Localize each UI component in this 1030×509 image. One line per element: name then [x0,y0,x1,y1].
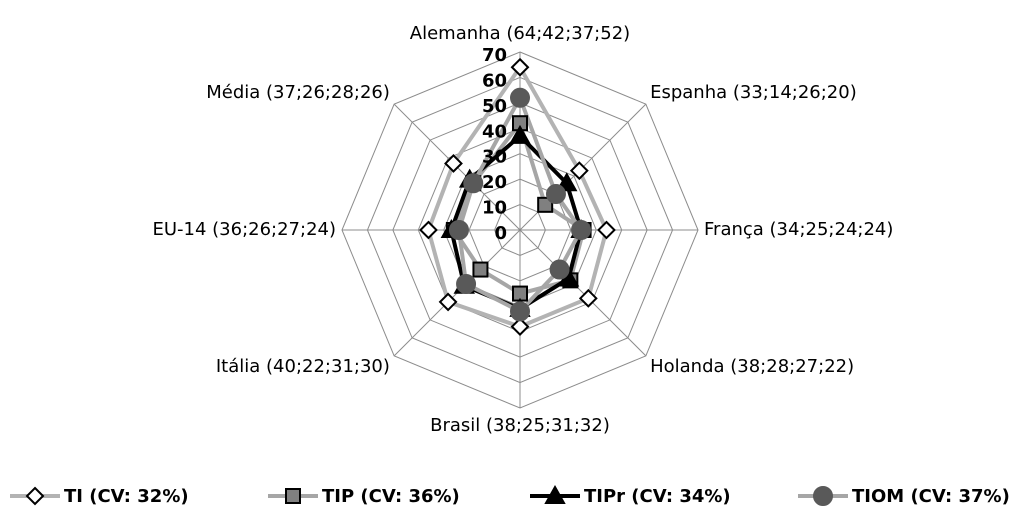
data-point [438,292,458,312]
r-tick-label: 40 [482,121,507,142]
data-point [569,161,589,181]
data-point [509,124,531,144]
category-label: França (34;25;24;24) [704,219,893,240]
data-point [419,220,438,240]
data-point [472,261,489,278]
data-point [510,57,530,77]
data-point [510,87,530,108]
category-label: Alemanha (64;42;37;52) [410,23,630,44]
data-point [549,259,570,280]
r-tick-label: 50 [482,96,507,117]
data-point [456,273,477,294]
r-tick-label: 10 [482,198,507,219]
data-point [510,317,530,337]
data-point [571,220,592,240]
data-point [537,196,554,213]
category-label: Holanda (38;28;27;22) [650,356,854,377]
data-point [597,220,616,240]
legend-label: TI (CV: 32%) [64,486,189,507]
category-label: Itália (40;22;31;30) [216,356,390,377]
legend-label: TIOM (CV: 37%) [852,486,1010,507]
r-tick-label: 0 [494,223,507,244]
legend-marker [25,486,45,506]
data-point [556,172,578,192]
legend-label: TIP (CV: 36%) [322,486,460,507]
r-tick-label: 20 [482,172,507,193]
data-point [578,288,598,308]
r-tick-label: 30 [482,147,507,168]
data-point [444,154,463,173]
data-point [545,184,566,205]
legend-marker [285,488,301,504]
axis-spoke [519,229,647,357]
category-label: Brasil (38;25;31;32) [430,415,610,436]
data-point [510,301,530,322]
category-label: EU-14 (36;26;27;24) [152,219,336,240]
category-label: Média (37;26;28;26) [206,82,390,103]
legend-marker [813,486,833,506]
legend-marker [544,484,566,504]
r-tick-label: 70 [482,45,507,66]
data-point [448,220,469,240]
category-label: Espanha (33;14;26;20) [650,82,857,103]
r-tick-label: 60 [482,70,507,91]
legend-label: TIPr (CV: 34%) [584,486,731,507]
data-point [463,173,484,194]
